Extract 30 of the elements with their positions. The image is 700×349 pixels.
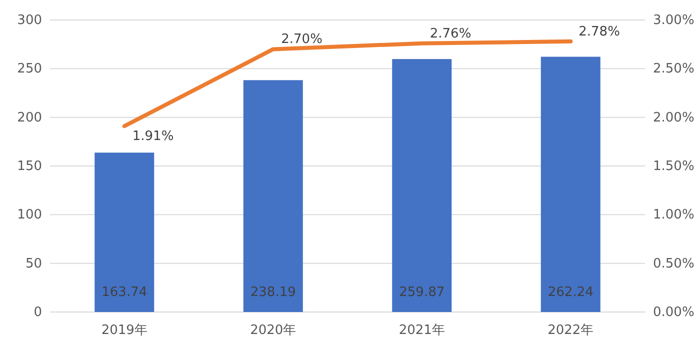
- x-tick-label: 2021年: [398, 323, 445, 338]
- y-tick-label: 150: [17, 159, 42, 174]
- bar: [243, 80, 303, 312]
- bar: [540, 56, 600, 312]
- data-label: 2.78%: [578, 24, 620, 40]
- bar: [94, 152, 154, 312]
- data-label: 1.91%: [132, 129, 174, 144]
- y-tick-label: 300: [17, 13, 42, 28]
- y-tick-label: 0: [34, 305, 42, 320]
- y2-tick-label: 2.00%: [653, 110, 694, 126]
- y2-tick-label: 0.00%: [653, 305, 694, 320]
- data-label: 262.24: [548, 285, 594, 300]
- data-label: 2.76%: [430, 26, 472, 42]
- y-tick-label: 250: [17, 62, 42, 77]
- x-tick-label: 2022年: [548, 323, 594, 338]
- x-tick-label: 2020年: [250, 323, 296, 338]
- y2-tick-label: 2.50%: [653, 62, 694, 77]
- y2-tick-label: 1.00%: [653, 208, 694, 223]
- y-tick-label: 100: [17, 208, 42, 223]
- y-tick-label: 50: [25, 256, 42, 272]
- x-tick-label: 2019年: [101, 323, 148, 338]
- y2-tick-label: 0.50%: [653, 256, 694, 272]
- data-label: 259.87: [399, 285, 445, 300]
- y2-tick-label: 1.50%: [653, 159, 694, 174]
- y2-tick-label: 3.00%: [653, 13, 694, 28]
- data-label: 238.19: [250, 285, 296, 300]
- data-label: 163.74: [102, 285, 148, 300]
- bar: [392, 59, 452, 312]
- data-label: 2.70%: [281, 32, 322, 48]
- y-tick-label: 200: [17, 110, 42, 126]
